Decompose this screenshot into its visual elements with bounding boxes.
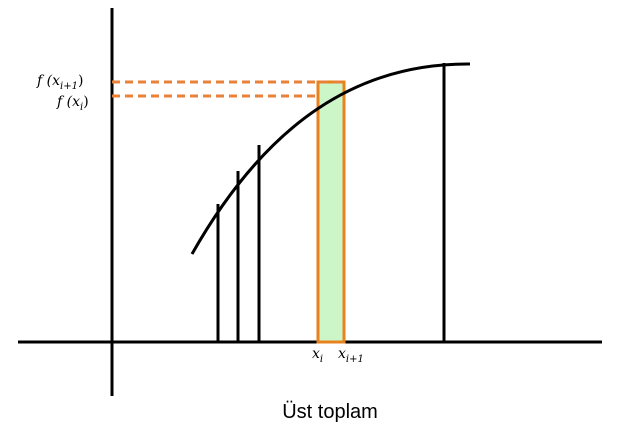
caption: Üst toplam bbox=[282, 401, 378, 423]
upper-sum-rectangle bbox=[316, 80, 346, 344]
label-f-xi: f (xi) bbox=[56, 94, 89, 113]
function-curve bbox=[190, 62, 471, 255]
label-f-xi1: f (xi+1) bbox=[36, 73, 83, 92]
label-xi: xi bbox=[312, 346, 323, 365]
label-xi1: xi+1 bbox=[338, 346, 364, 365]
